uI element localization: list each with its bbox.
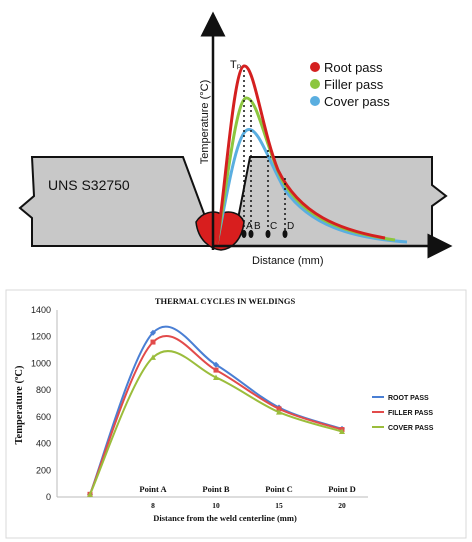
- root-pass-curve: [215, 64, 386, 245]
- data-point: [276, 406, 282, 412]
- point-category-label: Point D: [328, 484, 356, 494]
- chart-x-axis-title: Distance from the weld centerline (mm): [153, 513, 297, 523]
- chart-title: THERMAL CYCLES IN WELDINGS: [155, 296, 296, 306]
- point-label-c: C: [270, 221, 277, 232]
- legend-cover-swatch: [310, 96, 320, 106]
- point-category-label: Point B: [202, 484, 229, 494]
- y-tick-label: 1200: [31, 332, 51, 342]
- weld-schematic: UNS S32750 Temperature (°C) Distance (mm…: [18, 11, 453, 267]
- left-plate: [18, 156, 214, 247]
- y-tick-label: 600: [36, 412, 51, 422]
- data-point: [213, 374, 219, 380]
- cover-pass-curve: [215, 128, 408, 245]
- legend-label: FILLER PASS: [388, 410, 433, 417]
- peak-temperature-label: Tₚ: [230, 59, 242, 71]
- point-label-b: B: [254, 221, 261, 232]
- y-tick-label: 1400: [31, 305, 51, 315]
- material-label: UNS S32750: [48, 177, 130, 193]
- legend-cover-label: Cover pass: [324, 94, 390, 109]
- data-point: [150, 354, 156, 360]
- point-category-label: Point C: [265, 484, 293, 494]
- y-tick-label: 200: [36, 465, 51, 475]
- schematic-legend: Root pass Filler pass Cover pass: [310, 60, 390, 109]
- legend-label: ROOT PASS: [388, 395, 429, 402]
- point-label-a: A: [246, 221, 253, 232]
- chart-legend: ROOT PASS FILLER PASS COVER PASS: [372, 395, 434, 432]
- legend-label: COVER PASS: [388, 425, 434, 432]
- thermal-cycles-chart: THERMAL CYCLES IN WELDINGS Temperature (…: [5, 289, 467, 539]
- critical-point-markers: [241, 230, 288, 238]
- x-category-labels: Point A 8 Point B 10 Point C 15 Point D 20: [139, 484, 355, 510]
- data-point: [276, 409, 282, 415]
- y-tick-label: 1000: [31, 358, 51, 368]
- legend-root-label: Root pass: [324, 60, 383, 75]
- series-line-1: [89, 334, 343, 495]
- data-point: [213, 361, 219, 368]
- x-tick-label: 20: [338, 501, 346, 510]
- right-plate: [226, 156, 448, 247]
- legend-filler-label: Filler pass: [324, 77, 384, 92]
- schematic-y-axis-label: Temperature (°C): [199, 80, 211, 164]
- point-label-d: D: [287, 221, 294, 232]
- data-point: [87, 491, 93, 497]
- schematic-x-axis-label: Distance (mm): [252, 255, 324, 267]
- legend-filler-swatch: [310, 79, 320, 89]
- data-point: [213, 367, 219, 373]
- x-tick-label: 8: [151, 501, 155, 510]
- chart-y-axis-title: Temperature (ºC): [14, 365, 25, 444]
- y-tick-label: 400: [36, 439, 51, 449]
- y-tick-label: 800: [36, 385, 51, 395]
- y-tick-label: 0: [46, 492, 51, 502]
- chart-series: [87, 325, 345, 498]
- y-tick-labels: 0 200 400 600 800 1000 1200 1400: [31, 305, 51, 502]
- x-tick-label: 15: [275, 501, 283, 510]
- data-point: [150, 329, 156, 336]
- data-point: [150, 339, 156, 345]
- data-point: [339, 428, 345, 435]
- x-tick-label: 10: [212, 501, 220, 510]
- series-line-2: [89, 350, 343, 495]
- critical-point-lines: [243, 70, 286, 234]
- point-category-label: Point A: [139, 484, 167, 494]
- legend-root-swatch: [310, 62, 320, 72]
